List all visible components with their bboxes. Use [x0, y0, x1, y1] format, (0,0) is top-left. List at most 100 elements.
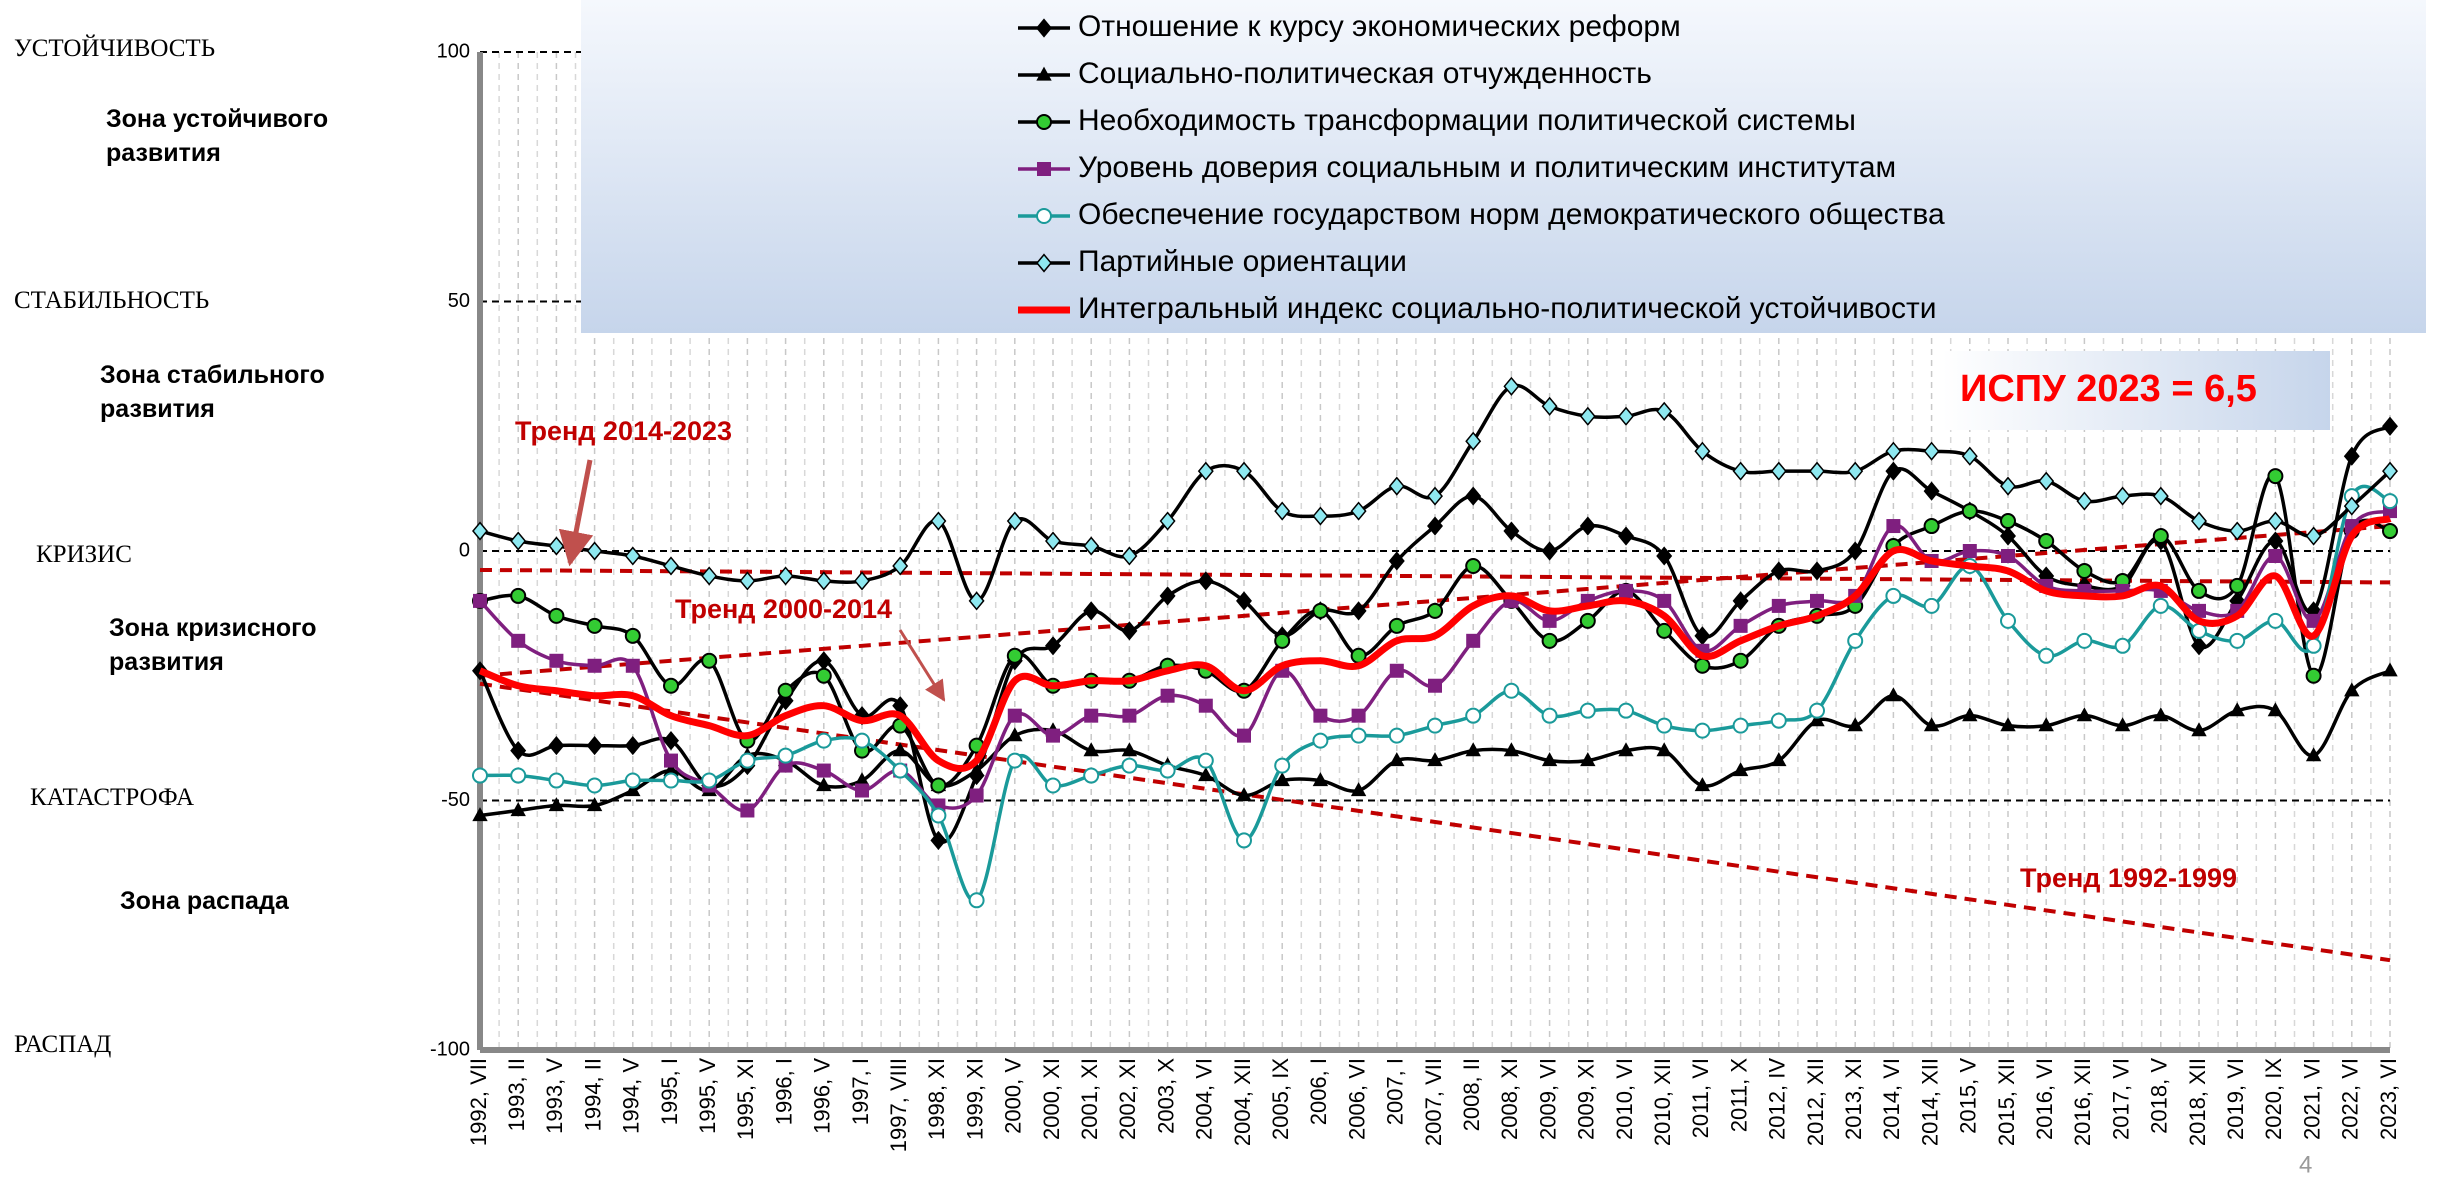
marker	[968, 591, 985, 611]
marker	[1083, 742, 1099, 757]
marker	[1770, 461, 1787, 481]
marker	[2076, 491, 2093, 511]
marker	[1274, 772, 1290, 787]
marker	[1036, 208, 1052, 224]
marker	[1159, 586, 1176, 606]
x-tick-label: 2007, VII	[1421, 1058, 1446, 1146]
marker	[1961, 446, 1978, 466]
marker	[1885, 687, 1902, 702]
marker	[473, 593, 487, 608]
marker	[2267, 702, 2284, 717]
marker	[892, 762, 909, 779]
trend-line	[479, 681, 2391, 963]
legend-box	[581, 0, 2426, 333]
marker	[1389, 752, 1405, 767]
marker	[2000, 717, 2016, 732]
marker	[968, 892, 985, 909]
marker	[740, 803, 755, 818]
x-tick-label: 1995, I	[657, 1058, 682, 1125]
marker	[1656, 717, 1673, 734]
marker	[2343, 446, 2360, 466]
legend-label: Необходимость трансформации политической…	[1078, 104, 1856, 137]
marker	[1006, 511, 1023, 531]
x-tick-label: 2004, XII	[1230, 1058, 1255, 1146]
marker	[1770, 561, 1787, 581]
marker	[1579, 406, 1596, 426]
marker	[510, 802, 526, 817]
marker	[930, 777, 947, 794]
legend-label: Интегральный индекс социально-политическ…	[1078, 292, 1937, 325]
x-tick-label: 2005, IX	[1268, 1058, 1293, 1140]
marker	[739, 752, 756, 769]
x-tick-label: 2019, VI	[2223, 1058, 2248, 1140]
level-label: СТАБИЛЬНОСТЬ	[14, 287, 210, 314]
zone-label: Зона распада	[120, 887, 289, 915]
marker	[1389, 663, 1404, 678]
marker	[1656, 622, 1673, 639]
trend-label: Тренд 2000-2014	[675, 594, 892, 624]
x-tick-label: 2014, XII	[1917, 1058, 1942, 1146]
marker	[2152, 528, 2169, 545]
marker	[1579, 516, 1596, 536]
marker	[1465, 707, 1482, 724]
marker	[2152, 597, 2169, 614]
marker	[1236, 591, 1252, 611]
marker	[1350, 601, 1367, 621]
marker	[1923, 518, 1940, 535]
marker	[2076, 562, 2093, 579]
marker	[2153, 707, 2169, 722]
marker	[2114, 637, 2131, 654]
marker	[1312, 772, 1329, 787]
x-tick-label: 1998, XI	[924, 1058, 949, 1140]
marker	[854, 732, 870, 749]
line	[478, 515, 2392, 772]
marker	[1885, 461, 1902, 481]
marker	[624, 772, 641, 789]
marker	[2192, 603, 2206, 618]
marker	[2191, 511, 2207, 531]
trend-label: Тренд 1992-1999	[2020, 863, 2237, 893]
x-tick-label: 2006, VI	[1344, 1058, 1369, 1140]
marker	[855, 783, 869, 798]
marker	[1732, 652, 1749, 669]
legend-label: Партийные ориентации	[1078, 245, 1407, 278]
marker	[1350, 727, 1367, 744]
marker	[1036, 66, 1052, 81]
marker	[1083, 536, 1100, 556]
marker	[663, 762, 679, 777]
marker	[816, 763, 831, 778]
marker	[1771, 598, 1786, 613]
marker	[2382, 416, 2398, 436]
legend-label: Обеспечение государством норм демократич…	[1078, 198, 1945, 231]
marker	[1037, 162, 1051, 176]
marker	[1427, 717, 1443, 734]
marker	[663, 556, 679, 576]
marker	[777, 682, 794, 699]
legend-label: Отношение к курсу экономических реформ	[1078, 10, 1681, 43]
legend-label: Социально-политическая отчужденность	[1078, 57, 1652, 90]
marker	[2382, 461, 2398, 481]
marker	[2343, 496, 2360, 516]
arrow	[898, 629, 946, 702]
marker	[548, 607, 565, 624]
x-tick-label: 1999, XI	[962, 1058, 987, 1140]
marker	[701, 772, 718, 789]
marker	[1732, 591, 1749, 611]
marker	[1503, 682, 1520, 699]
marker	[1809, 712, 1825, 727]
marker	[1237, 728, 1251, 743]
marker	[2000, 526, 2016, 546]
marker	[472, 521, 488, 541]
x-tick-label: 2018, XII	[2185, 1058, 2210, 1146]
marker	[472, 767, 488, 784]
marker	[1541, 632, 1558, 649]
marker	[1732, 717, 1749, 734]
annotation-box	[1942, 351, 2330, 430]
marker	[1274, 632, 1291, 649]
marker	[510, 767, 527, 784]
marker	[1045, 636, 1061, 656]
x-tick-label: 2017, VI	[2108, 1058, 2133, 1140]
x-tick-label: 2023, VI	[2376, 1058, 2401, 1140]
marker	[1541, 541, 1558, 561]
